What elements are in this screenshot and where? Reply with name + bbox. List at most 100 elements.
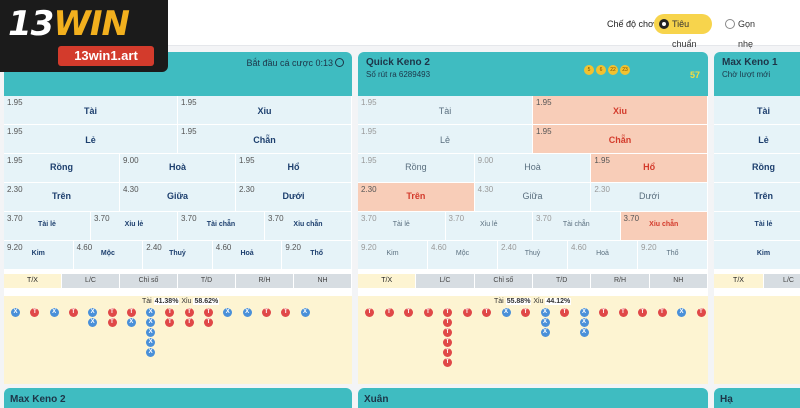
bet-option[interactable]: 1.95 Hổ — [236, 154, 352, 182]
bet-name: Lẻ — [758, 135, 769, 145]
bet-option[interactable]: 9.20 Kim — [358, 241, 428, 269]
bet-row: Lẻ — [714, 125, 800, 154]
bet-option[interactable]: 4.30 Giữa — [474, 183, 592, 211]
result-ball: X — [223, 308, 233, 317]
bet-option[interactable]: 4.60 Mộc — [428, 241, 498, 269]
road-tab[interactable]: NH — [649, 274, 708, 288]
bottom-panel-3[interactable]: Hạ — [714, 388, 800, 408]
road-tab[interactable]: NH — [294, 274, 352, 288]
bet-option[interactable]: 4.60 Hoả — [568, 241, 638, 269]
logo[interactable]: 13WIN 13win1.art — [0, 0, 168, 72]
odds: 1.95 — [7, 98, 23, 107]
bet-option[interactable]: 3.70 Tài lẻ — [4, 212, 91, 240]
road-tab[interactable]: Chỉ số — [120, 274, 178, 288]
bet-name: Giữa — [522, 191, 543, 201]
bet-option[interactable]: 1.95 Chẵn — [533, 125, 708, 153]
road-tab[interactable]: R/H — [591, 274, 650, 288]
bet-option[interactable]: 3.70 Xỉu lẻ — [445, 212, 533, 240]
result-ball: T — [443, 338, 452, 347]
mode-standard-label: Tiêu chuẩn — [672, 19, 697, 49]
result-ball: X — [88, 308, 98, 317]
road-tab[interactable]: T/D — [532, 274, 592, 288]
bet-option[interactable]: 2.30 Dưới — [591, 183, 708, 211]
bet-option[interactable]: 3.70 Xỉu chẵn — [265, 212, 352, 240]
result-ball: T — [599, 308, 608, 317]
bottom-panel-2[interactable]: Xuân — [358, 388, 708, 408]
result-ball: T — [423, 308, 433, 317]
odds: 2.30 — [239, 185, 255, 194]
bet-option[interactable]: 1.95 Tài — [4, 96, 178, 124]
bet-option[interactable]: Lẻ — [714, 125, 800, 153]
bet-name: Xỉu — [257, 106, 272, 116]
bet-option[interactable]: 4.60 Mộc — [73, 241, 144, 269]
bet-name: Xỉu — [612, 106, 627, 116]
bet-name: Tài chẵn — [562, 221, 590, 228]
road-tab[interactable]: T/D — [178, 274, 236, 288]
bet-option[interactable]: 1.95 Xỉu — [533, 96, 708, 124]
bet-option[interactable]: 2.40 Thuỷ — [498, 241, 568, 269]
bet-option[interactable]: 3.70 Xỉu chẵn — [620, 212, 708, 240]
keno-panel: Quick Keno 2 Số rút ra 6289493 5 6 22 23 57 1.9… — [358, 52, 708, 384]
odds: 3.70 — [181, 214, 197, 223]
road-tab[interactable]: L/C — [62, 274, 120, 288]
mode-simple-toggle[interactable]: Gọn nhẹ — [720, 14, 772, 49]
bet-option[interactable]: 1.95 Lẻ — [358, 125, 533, 153]
bet-option[interactable]: 1.95 Lẻ — [4, 125, 178, 153]
drawn-balls: 5 6 22 23 — [582, 58, 630, 76]
result-ball: T — [365, 308, 374, 317]
bet-option[interactable]: 2.30 Trên — [4, 183, 120, 211]
bet-option[interactable]: 4.30 Giữa — [120, 183, 236, 211]
bet-option[interactable]: 1.95 Rồng — [358, 154, 475, 182]
road-column: X — [242, 308, 253, 318]
bet-option[interactable]: 3.70 Tài chẵn — [533, 212, 621, 240]
bet-option[interactable]: 2.30 Dưới — [236, 183, 352, 211]
bet-option[interactable]: 9.20 Kim — [4, 241, 74, 269]
bet-option[interactable]: 2.30 Trên — [358, 183, 475, 211]
road-column: T — [261, 308, 272, 318]
odds: 4.30 — [477, 185, 494, 194]
mode-standard-toggle[interactable]: Tiêu chuẩn — [654, 14, 712, 49]
bet-option[interactable]: 9.20 Thổ — [638, 241, 708, 269]
bet-option[interactable]: 1.95 Hổ — [591, 154, 708, 182]
bet-timer: Bắt đầu cá cược 0:13 — [247, 58, 344, 68]
road-tab[interactable]: T/X — [4, 274, 62, 288]
bet-option[interactable]: 2.40 Thuỷ — [143, 241, 213, 269]
road-tab[interactable]: L/C — [416, 274, 475, 288]
bet-option[interactable]: Trên — [714, 183, 800, 211]
road-tab[interactable]: R/H — [236, 274, 294, 288]
bet-option[interactable]: 1.95 Rồng — [4, 154, 120, 182]
keno-panel: Max Keno 1 Chờ lượt mới Tài Lẻ Rồng Trên Tài l… — [714, 52, 800, 384]
bet-option[interactable]: Rồng — [714, 154, 800, 182]
road-column: T — [68, 308, 79, 318]
odds: 4.60 — [215, 243, 232, 252]
bet-option[interactable]: 9.00 Hoà — [474, 154, 592, 182]
logo-url: 13win1.art — [58, 46, 154, 66]
road-tab[interactable]: T/X — [714, 274, 764, 288]
bet-row: Trên — [714, 183, 800, 212]
bet-option[interactable]: Kim — [714, 241, 800, 269]
result-ball: T — [462, 308, 472, 317]
result-ball: T — [107, 308, 117, 317]
bet-name: Tài lẻ — [38, 221, 56, 228]
bet-option[interactable]: 9.20 Thổ — [282, 241, 352, 269]
bet-option[interactable]: Tài lẻ — [714, 212, 800, 240]
bet-option[interactable]: 3.70 Tài lẻ — [358, 212, 446, 240]
bet-option[interactable]: 4.60 Hoả — [212, 241, 283, 269]
bet-option[interactable]: Tài — [714, 96, 800, 124]
result-ball: X — [540, 308, 550, 317]
road-column: T — [404, 308, 414, 318]
bet-option[interactable]: 1.95 Tài — [358, 96, 533, 124]
road-column: X — [49, 308, 60, 318]
bet-name: Tài lẻ — [754, 221, 773, 228]
road-tab[interactable]: T/X — [358, 274, 417, 288]
bet-option[interactable]: 3.70 Xỉu lẻ — [91, 212, 178, 240]
road-tab[interactable]: L/C — [764, 274, 800, 288]
bet-option[interactable]: 1.95 Chẵn — [178, 125, 352, 153]
bottom-panel-1[interactable]: Max Keno 2 — [4, 388, 352, 408]
bet-option[interactable]: 1.95 Xỉu — [178, 96, 352, 124]
result-ball: T — [638, 308, 647, 317]
road-tab[interactable]: Chỉ số — [474, 274, 533, 288]
result-ball: T — [68, 308, 78, 317]
bet-option[interactable]: 3.70 Tài chẵn — [178, 212, 265, 240]
bet-option[interactable]: 9.00 Hoà — [120, 154, 236, 182]
